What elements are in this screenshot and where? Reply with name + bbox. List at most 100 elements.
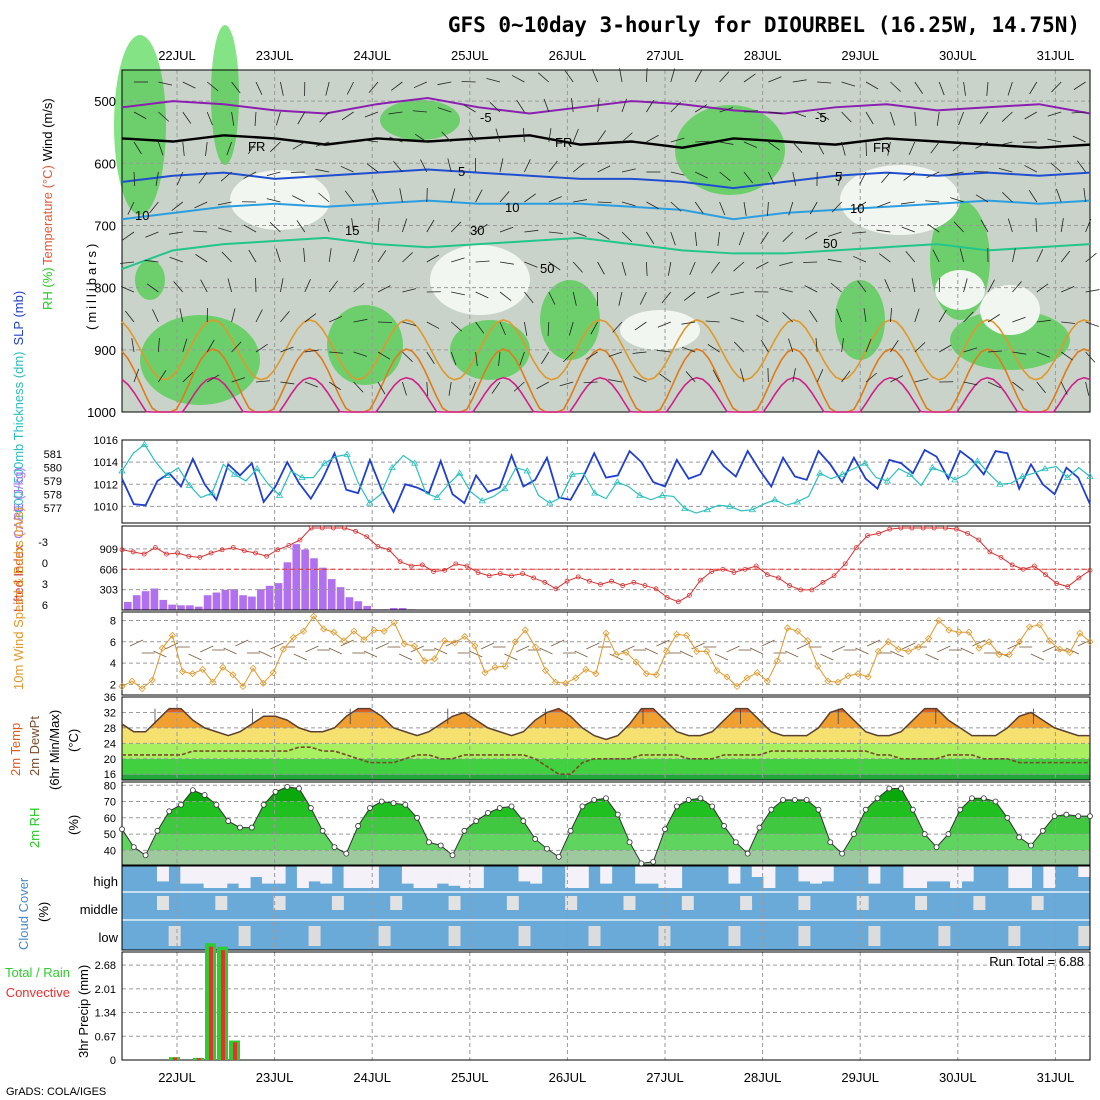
low-cloud-gap	[658, 926, 671, 946]
lifted-index-marker	[520, 571, 525, 577]
wind-speed-marker	[753, 669, 761, 677]
precip-total-label: Total / Rain	[5, 965, 70, 980]
wind-barb	[499, 226, 514, 233]
cape-bar	[150, 588, 159, 610]
wind-barb	[402, 288, 417, 293]
wind-barb	[377, 351, 391, 360]
pressure-tick-label: 1000	[87, 405, 116, 420]
credit-label: GrADS: COLA/IGES	[6, 1086, 106, 1098]
wind-barb	[694, 104, 708, 113]
rh-marker	[1016, 834, 1023, 841]
rh-marker	[485, 810, 491, 816]
wind-speed-marker	[340, 637, 348, 645]
wind-speed-marker	[794, 627, 802, 635]
wind-barb	[730, 317, 745, 323]
rh-marker	[414, 814, 421, 821]
wind-barb	[393, 161, 403, 173]
wind-speed-marker	[1005, 650, 1013, 659]
cape-bar	[363, 605, 371, 610]
wind-speed-marker	[965, 628, 973, 636]
cape-bar	[319, 567, 327, 610]
wind-barb	[670, 231, 676, 246]
wind-barb	[390, 81, 403, 91]
wind-barb	[523, 128, 525, 143]
thickness-marker	[230, 470, 239, 477]
wind-barb	[1061, 321, 1076, 324]
date-label-bottom: 31JUL	[1037, 1070, 1075, 1085]
wind-barb	[986, 81, 989, 96]
wind-barb	[303, 248, 306, 263]
wind-speed-marker	[1046, 637, 1054, 645]
wind-barb	[231, 111, 235, 126]
wind-barb	[328, 280, 338, 293]
wind-barb	[341, 111, 354, 121]
wind-barb	[926, 171, 940, 179]
high-cloud-gap	[635, 866, 648, 884]
wind-speed-marker	[723, 673, 731, 681]
wind-barb	[661, 291, 672, 304]
rh-marker	[874, 795, 881, 802]
wind-barb	[1024, 111, 1038, 120]
lifted-index-marker	[130, 549, 136, 555]
wind-barb	[536, 381, 549, 390]
temp-tick-label: 24	[104, 738, 116, 750]
precip-convective-bar	[209, 946, 213, 1060]
lifted-index-marker	[331, 525, 336, 531]
temp-tick-label: 20	[104, 754, 116, 766]
rh-marker	[473, 818, 480, 824]
wind-barb	[911, 278, 916, 293]
rh-band	[122, 817, 1090, 835]
temperature-band	[122, 774, 1090, 780]
precip-convective-bar	[173, 1057, 177, 1060]
wind-speed-marker	[854, 670, 862, 678]
wind-barb	[475, 260, 490, 263]
thickness-marker	[748, 505, 757, 513]
high-cloud-gap	[751, 866, 764, 877]
thickness-marker	[365, 499, 374, 506]
wind-speed-marker	[330, 628, 338, 636]
wind-barb	[231, 377, 246, 383]
rh-marker	[827, 839, 834, 846]
lifted-index-marker	[609, 578, 614, 584]
wind-barb	[719, 141, 734, 145]
rh-marker	[331, 844, 338, 850]
wind-speed-marker	[451, 639, 459, 647]
wind-barb	[304, 381, 319, 388]
wind-barb	[451, 257, 465, 263]
lifted-index-marker	[1076, 575, 1082, 581]
wind-barb	[925, 200, 940, 203]
wind-barb	[739, 368, 745, 383]
temperature-band	[122, 758, 1090, 775]
wind-speed-marker	[1086, 638, 1094, 646]
date-axis-top: 22JUL 23JUL 24JUL 25JUL 26JUL 27JUL 28JUL 29JUL…	[158, 48, 1074, 63]
mid-cloud-gap	[390, 896, 403, 910]
contour-label: 10	[135, 208, 149, 223]
temp-tick-label: 16	[104, 769, 116, 781]
wind-speed-marker	[380, 627, 388, 635]
thickness-marker	[613, 478, 621, 485]
wind-barb	[217, 201, 232, 206]
wind-speed-marker	[1036, 621, 1044, 629]
wind-speed-marker	[864, 673, 872, 681]
panel-frame	[121, 781, 1091, 866]
cape-bar	[203, 595, 212, 610]
rh-marker	[260, 801, 267, 808]
wind-barb	[853, 255, 867, 263]
wind-barb	[182, 141, 185, 156]
wind-speed-marker	[925, 635, 933, 643]
wind-speed-marker	[128, 677, 136, 685]
high-cloud-gap	[646, 866, 659, 884]
wind-barb	[179, 308, 184, 323]
slp-line	[121, 448, 1091, 515]
wind-barb	[691, 642, 705, 650]
wind-barb	[402, 381, 407, 396]
wind-barb	[1036, 381, 1046, 394]
wind-barb	[597, 165, 611, 173]
date-label-top: 29JUL	[841, 48, 879, 63]
wind-barb	[231, 308, 236, 323]
wind-barb	[963, 311, 974, 323]
wind-barb	[475, 291, 489, 299]
cape-tick-label: 303	[100, 585, 118, 597]
wind-barb	[524, 291, 534, 304]
temperature-label: Temperature (°C)	[40, 165, 55, 265]
